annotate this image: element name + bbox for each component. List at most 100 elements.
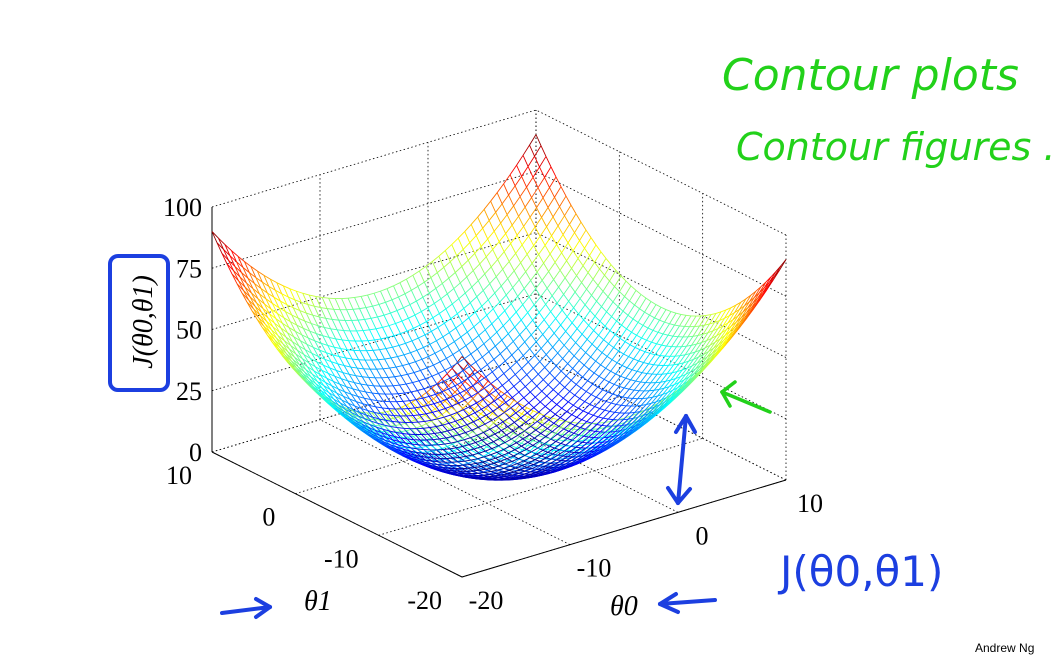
mesh-segment <box>501 434 509 439</box>
mesh-segment <box>493 438 501 443</box>
mesh-segment <box>694 342 702 353</box>
mesh-segment <box>633 349 641 360</box>
mesh-segment <box>541 384 549 392</box>
mesh-segment <box>565 368 574 377</box>
mesh-segment <box>645 297 652 302</box>
mesh-segment <box>507 385 515 392</box>
mesh-segment <box>710 349 718 359</box>
mesh-segment <box>479 256 487 265</box>
mesh-segment <box>338 356 345 366</box>
mesh-segment <box>395 432 402 439</box>
mesh-segment <box>351 320 358 332</box>
mesh-segment <box>433 403 440 411</box>
mesh-segment <box>399 383 407 386</box>
mesh-segment <box>527 407 535 414</box>
mesh-segment <box>324 326 331 330</box>
mesh-segment <box>494 430 502 435</box>
mesh-segment <box>276 313 283 324</box>
mesh-segment <box>536 385 543 392</box>
mesh-segment <box>529 207 537 218</box>
mesh-segment <box>373 438 381 444</box>
mesh-segment <box>487 292 496 301</box>
mesh-segment <box>458 292 466 300</box>
mesh-segment <box>313 370 321 376</box>
mesh-segment <box>382 428 390 432</box>
mesh-segment <box>608 418 614 421</box>
mesh-segment <box>662 323 670 335</box>
mesh-segment <box>587 450 595 456</box>
mesh-segment <box>238 280 244 291</box>
mesh-segment <box>411 340 418 351</box>
mesh-segment <box>583 319 589 326</box>
mesh-segment <box>604 409 610 412</box>
mesh-segment <box>463 409 469 417</box>
mesh-segment <box>453 341 460 351</box>
mesh-segment <box>565 375 572 381</box>
mesh-segment <box>453 428 460 436</box>
mesh-segment <box>380 413 387 421</box>
mesh-segment <box>359 350 366 361</box>
mesh-segment <box>390 356 398 359</box>
mesh-segment <box>655 373 663 383</box>
mesh-segment <box>587 437 595 444</box>
mesh-segment <box>221 253 229 261</box>
mesh-segment <box>686 344 692 347</box>
mesh-segment <box>542 449 549 453</box>
mesh-segment <box>338 404 346 410</box>
mesh-segment <box>372 305 378 318</box>
mesh-segment <box>422 397 428 406</box>
mesh-segment <box>551 400 558 405</box>
mesh-segment <box>258 317 266 325</box>
mesh-segment <box>397 427 404 429</box>
mesh-segment <box>421 356 429 360</box>
mesh-segment <box>537 415 545 422</box>
mesh-segment <box>533 460 541 465</box>
mesh-segment <box>574 291 581 299</box>
mesh-segment <box>619 338 626 343</box>
mesh-segment <box>653 355 661 365</box>
mesh-segment <box>595 430 601 433</box>
mesh-segment <box>406 454 413 458</box>
mesh-segment <box>525 468 533 472</box>
mesh-segment <box>288 327 296 332</box>
mesh-segment <box>341 298 348 310</box>
mesh-segment <box>503 478 510 481</box>
mesh-segment <box>533 236 541 246</box>
mesh-segment <box>335 338 342 349</box>
mesh-segment <box>414 406 422 409</box>
mesh-segment <box>299 374 307 381</box>
mesh-segment <box>553 324 561 334</box>
mesh-segment <box>579 298 586 306</box>
mesh-segment <box>439 438 445 445</box>
mesh-segment <box>451 362 459 368</box>
mesh-segment <box>298 345 306 351</box>
mesh-segment <box>337 363 344 373</box>
mesh-segment <box>368 405 375 413</box>
mesh-segment <box>540 296 547 305</box>
mesh-segment <box>446 398 453 407</box>
mesh-segment <box>554 443 562 449</box>
mesh-segment <box>561 401 569 409</box>
mesh-segment <box>543 463 551 468</box>
mesh-segment <box>534 459 541 462</box>
mesh-segment <box>512 426 520 432</box>
mesh-segment <box>641 363 649 373</box>
mesh-segment <box>284 340 292 347</box>
mesh-segment <box>560 363 569 372</box>
mesh-segment <box>649 401 657 410</box>
mesh-segment <box>340 412 348 418</box>
mesh-segment <box>506 347 513 356</box>
mesh-segment <box>493 462 500 467</box>
mesh-segment <box>614 275 622 287</box>
mesh-segment <box>293 336 301 342</box>
mesh-segment <box>435 466 443 468</box>
mesh-segment <box>738 316 746 327</box>
mesh-segment <box>358 390 365 399</box>
mesh-segment <box>518 206 526 217</box>
mesh-segment <box>467 476 474 479</box>
mesh-segment <box>545 304 552 312</box>
mesh-segment <box>612 393 618 397</box>
mesh-segment <box>386 385 392 395</box>
mesh-segment <box>553 332 560 340</box>
mesh-segment <box>297 366 305 373</box>
